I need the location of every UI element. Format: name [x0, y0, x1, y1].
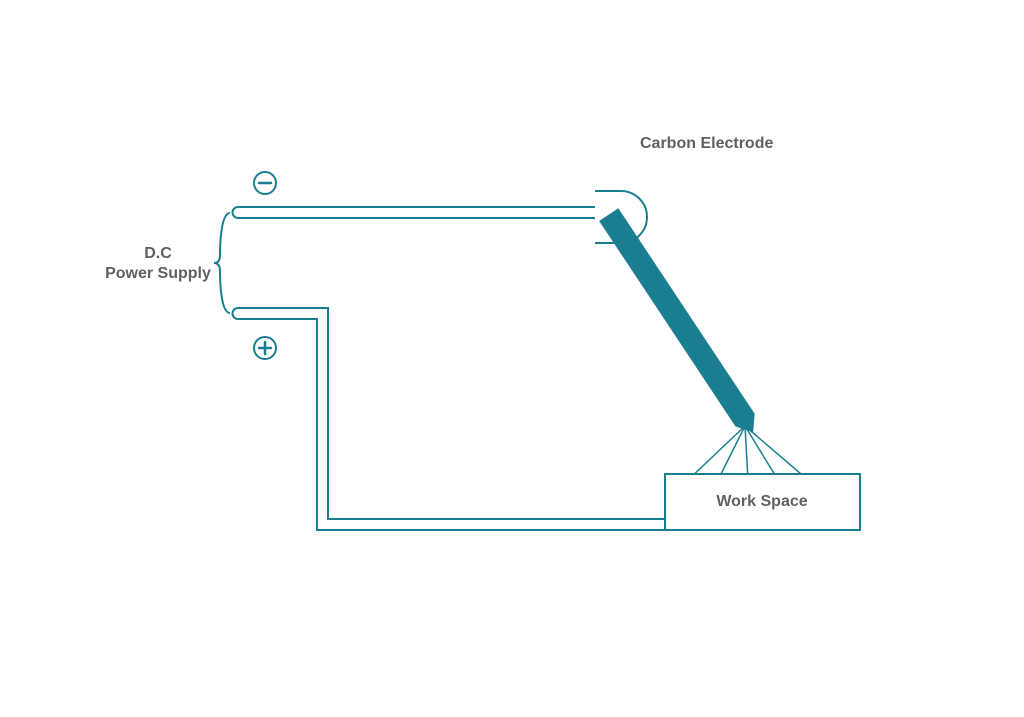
- label-power-supply: Power Supply: [105, 265, 211, 282]
- label-carbon-electrode: Carbon Electrode: [640, 135, 773, 152]
- arc-ray-0: [688, 426, 745, 480]
- arc-ray-2: [745, 426, 748, 480]
- carbon-electrode: [600, 209, 754, 432]
- label-dc: D.C: [144, 245, 172, 262]
- carbon-arc-diagram: Carbon Electrode D.C Power Supply Work Spac…: [0, 0, 1024, 717]
- power-supply-brace: [214, 213, 230, 313]
- positive-wire-outer: [238, 308, 665, 519]
- negative-wire: [233, 207, 604, 218]
- positive-wire-cap: [233, 308, 239, 319]
- positive-wire-inner: [238, 319, 665, 530]
- arc-ray-3: [745, 426, 778, 480]
- arc-ray-1: [718, 426, 745, 480]
- label-workspace: Work Space: [716, 493, 807, 510]
- arc-ray-4: [745, 426, 808, 480]
